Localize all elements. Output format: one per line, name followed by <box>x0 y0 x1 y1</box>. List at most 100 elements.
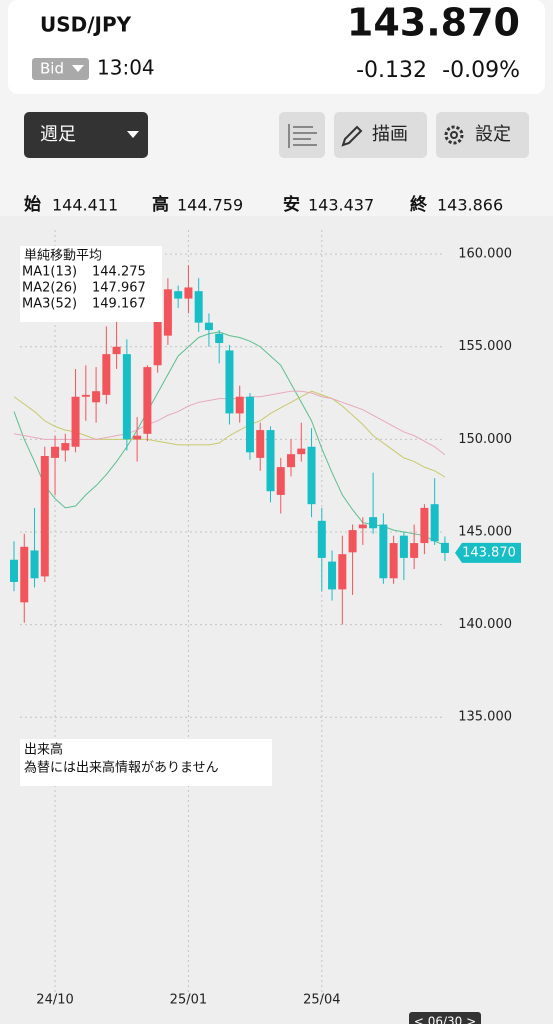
candle-body <box>225 350 234 414</box>
volume-title: 出来高 <box>24 742 63 758</box>
candle-body <box>348 530 357 553</box>
volume-message: 為替には出来高情報がありません <box>24 760 219 776</box>
candle-body <box>30 550 39 579</box>
candle-body <box>184 287 193 299</box>
candle-body <box>399 535 408 558</box>
candle-body <box>420 507 429 544</box>
candle-body <box>215 333 224 344</box>
candle-body <box>92 391 101 403</box>
legend-name: MA3(52) <box>22 297 77 312</box>
y-tick-label: 160.000 <box>458 247 512 262</box>
draw-label: 描画 <box>372 124 408 145</box>
ohlc-label: 安 <box>283 194 300 215</box>
candle-body <box>20 546 29 603</box>
candle-body <box>358 524 367 529</box>
dropdown-arrow <box>72 65 84 72</box>
candle-body <box>379 524 388 579</box>
candle-body <box>122 354 131 440</box>
candle-body <box>328 561 337 590</box>
gear-icon <box>444 125 464 145</box>
list-icon <box>288 124 317 148</box>
price-tag <box>455 542 521 563</box>
candle-body <box>143 367 152 434</box>
candle-body <box>10 559 18 582</box>
legend-value: 149.167 <box>92 297 146 312</box>
volume-box <box>20 739 272 786</box>
candle-body <box>153 287 162 366</box>
y-tick-label: 145.000 <box>458 524 512 539</box>
symbol: USD/JPY <box>40 13 132 37</box>
ohlc-value: 143.866 <box>437 196 503 215</box>
ohlc-value: 144.411 <box>52 196 118 215</box>
candle-body <box>287 454 296 468</box>
settings-button[interactable] <box>436 112 529 158</box>
gear-center <box>450 131 458 139</box>
pencil-icon <box>341 125 363 147</box>
legend-value: 144.275 <box>92 265 146 280</box>
candle-body <box>245 396 254 453</box>
x-tick-label: 24/10 <box>36 993 73 1008</box>
cursor-date: < 06/30 > <box>414 1015 476 1024</box>
candle-body <box>194 291 203 323</box>
candle-body <box>204 322 213 331</box>
candle-body <box>81 394 90 397</box>
y-tick-label: 155.000 <box>458 339 512 354</box>
candle-body <box>276 467 285 495</box>
ohlc-label: 始 <box>24 194 41 215</box>
legend-entries: MA1(13) 144.275 MA2(26) 147.967 MA3(52) 149.1… <box>22 265 146 312</box>
price: 143.870 <box>347 1 520 45</box>
bid-badge[interactable] <box>32 58 89 80</box>
dropdown-arrow <box>127 131 139 138</box>
candle-body <box>163 289 172 336</box>
draw-button[interactable] <box>334 112 427 158</box>
candle-body <box>430 504 439 542</box>
header-card <box>8 0 545 94</box>
settings-label: 設定 <box>475 124 511 145</box>
candle-body <box>410 543 419 558</box>
time: 13:04 <box>97 56 155 80</box>
price-type: Bid <box>40 60 64 78</box>
legend-title: 単純移動平均 <box>24 248 102 264</box>
candle-body <box>174 291 183 299</box>
change: -0.132 <box>356 58 427 83</box>
candle-body <box>133 435 142 440</box>
candle-body <box>71 396 80 447</box>
y-tick-label: 150.000 <box>458 432 512 447</box>
list-button[interactable] <box>279 112 325 158</box>
chart-pane <box>0 216 553 1024</box>
candle-body <box>338 554 347 590</box>
ohlc-value: 143.437 <box>308 196 374 215</box>
candle-body <box>40 456 49 577</box>
ohlc-row: 始 144.411 高 144.759 安 143.437 終 143.866 <box>24 194 503 215</box>
y-tick-label: 135.000 <box>458 710 512 725</box>
candle-body <box>235 396 244 414</box>
candle-body <box>307 446 316 505</box>
x-tick-label: 25/04 <box>303 993 340 1008</box>
candle-body <box>440 542 449 553</box>
ohlc-label: 高 <box>152 194 169 215</box>
change-pct: -0.09% <box>442 58 520 83</box>
candle-body <box>369 517 378 529</box>
candle-body <box>51 446 60 458</box>
ohlc-value: 144.759 <box>177 196 243 215</box>
candle-body <box>317 520 326 558</box>
candle-body <box>102 354 111 395</box>
legend-name: MA2(26) <box>22 281 77 296</box>
price-tag-label: 143.870 <box>462 545 516 560</box>
plot: 135.000 140.000 145.000 150.000 155.000 160.0… <box>10 230 521 1008</box>
candle-body <box>389 543 398 579</box>
cursor-date-tag <box>409 1012 481 1024</box>
ohlc-label: 終 <box>410 194 428 215</box>
ma-legend <box>20 246 162 322</box>
x-tick-label: 25/01 <box>170 993 207 1008</box>
ma-line <box>13 390 446 478</box>
candle-body <box>256 430 265 458</box>
candle-body <box>297 448 306 455</box>
legend-value: 147.967 <box>92 281 146 296</box>
y-tick-label: 140.000 <box>458 617 512 632</box>
candle-body <box>266 430 275 492</box>
period: 週足 <box>40 124 76 145</box>
period-button[interactable] <box>24 112 148 158</box>
